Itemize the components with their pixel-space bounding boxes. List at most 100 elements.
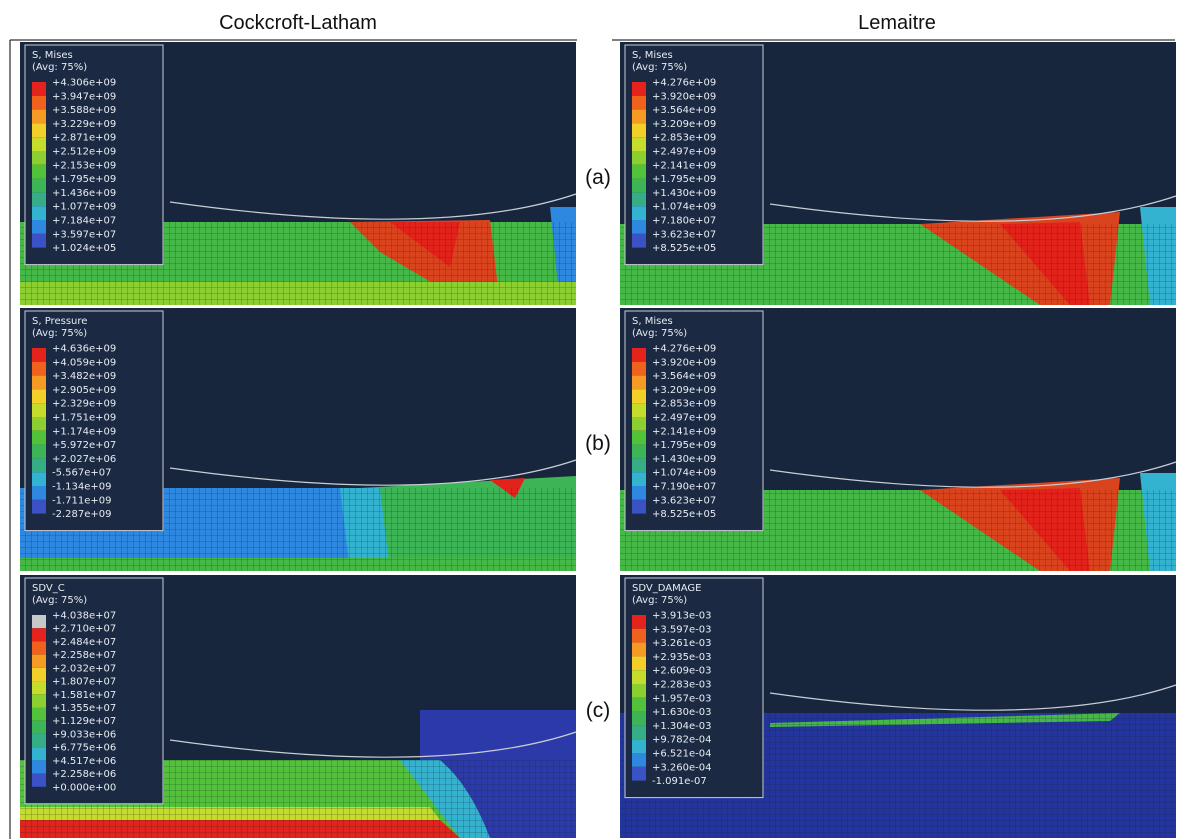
row-label: (c) (586, 699, 611, 722)
legend-swatch (32, 361, 46, 376)
legend-level: +7.190e+07 (652, 482, 716, 493)
legend-swatch (32, 654, 46, 668)
legend-swatch (632, 348, 646, 362)
legend-swatch (632, 151, 646, 165)
legend-level: +3.261e-03 (652, 638, 712, 649)
legend-level: +2.141e+09 (652, 426, 716, 437)
legend-swatch (32, 417, 46, 431)
legend-swatch (32, 720, 46, 734)
legend-swatch (632, 109, 646, 124)
legend-swatch (32, 123, 46, 138)
legend-swatch (32, 499, 46, 514)
legend-swatch (632, 642, 646, 657)
legend-level: +2.935e-03 (652, 652, 712, 663)
legend-swatch (632, 684, 646, 698)
legend-swatch (632, 628, 646, 643)
legend-level: +2.871e+09 (52, 133, 116, 144)
legend-swatch (632, 486, 646, 500)
legend-swatch (632, 178, 646, 193)
legend-level: +3.597e+07 (52, 229, 116, 240)
legend-level: +4.636e+09 (52, 344, 116, 355)
legend-level: +2.032e+07 (52, 663, 116, 674)
legend-avg: (Avg: 75%) (32, 328, 87, 339)
tool-arc (169, 731, 577, 758)
legend-level: +3.623e+07 (652, 229, 716, 240)
legend-level: +2.283e-03 (652, 680, 712, 691)
contour-panel: S, Mises(Avg: 75%) +4.306e+09 +3.947e+09 +3… (20, 42, 577, 305)
row-label: (b) (585, 432, 611, 455)
legend-level: +7.180e+07 (652, 216, 716, 227)
legend-swatch (32, 681, 46, 695)
legend-swatch (632, 472, 646, 486)
legend-level: +1.129e+07 (52, 716, 116, 727)
legend-swatch (32, 109, 46, 124)
legend-swatch (632, 458, 646, 473)
legend-swatch (632, 499, 646, 514)
legend-box (624, 577, 764, 799)
legend-level: +2.710e+07 (52, 624, 116, 635)
legend-swatch (632, 417, 646, 431)
legend-level: +4.517e+06 (52, 756, 116, 767)
legend-avg: (Avg: 75%) (632, 595, 687, 606)
legend-swatch (632, 725, 646, 740)
legend-level: +3.482e+09 (52, 371, 116, 382)
legend-level: +3.260e-04 (652, 762, 712, 773)
legend-level: +0.000e+00 (52, 782, 116, 793)
tool-arc (769, 684, 1177, 711)
legend-swatch (632, 206, 646, 220)
legend-swatch (32, 233, 46, 248)
legend-level: +3.229e+09 (52, 119, 116, 130)
legend-swatch (632, 430, 646, 445)
legend-level: +1.174e+09 (52, 426, 116, 437)
legend-swatch (32, 403, 46, 417)
legend-level: +2.512e+09 (52, 147, 116, 158)
contour-panel: SDV_DAMAGE(Avg: 75%) +3.913e-03 +3.597e-03… (620, 575, 1177, 838)
legend-swatch (32, 444, 46, 459)
legend-title: S, Mises (632, 50, 673, 61)
legend-title: SDV_DAMAGE (632, 583, 701, 594)
legend-swatch (632, 233, 646, 248)
contour-panel: SDV_C(Avg: 75%) +4.038e+07 +2.710e+07 +2.48… (20, 575, 577, 838)
legend-swatch (632, 711, 646, 726)
legend-swatch (632, 192, 646, 207)
legend-swatch (632, 739, 646, 753)
tool-arc (769, 195, 1177, 222)
legend-level: +1.630e-03 (652, 707, 712, 718)
legend-level: +8.525e+05 (652, 243, 716, 254)
legend-level: +4.276e+09 (652, 78, 716, 89)
legend-swatch (32, 389, 46, 404)
legend-level: +3.209e+09 (652, 119, 716, 130)
legend-level: +6.521e-04 (652, 749, 712, 760)
legend-swatch (632, 697, 646, 712)
legend-swatch (632, 670, 646, 684)
legend-level: +3.920e+09 (652, 357, 716, 368)
legend-level: +1.581e+07 (52, 690, 116, 701)
legend-level: +3.588e+09 (52, 105, 116, 116)
legend-level: +1.304e-03 (652, 721, 712, 732)
legend-box (624, 44, 764, 266)
legend-avg: (Avg: 75%) (632, 62, 687, 73)
legend-level: +2.329e+09 (52, 399, 116, 410)
tool-arc (169, 459, 577, 486)
legend-level: +3.564e+09 (652, 105, 716, 116)
legend-level: +7.184e+07 (52, 216, 116, 227)
legend-level: +3.947e+09 (52, 91, 116, 102)
contour-panel: S, Mises(Avg: 75%) +4.276e+09 +3.920e+09 +3… (620, 42, 1177, 305)
legend-swatch (32, 137, 46, 151)
legend-swatch (32, 458, 46, 473)
legend-swatch (32, 192, 46, 207)
contour-panel: S, Mises(Avg: 75%) +4.276e+09 +3.920e+09 +3… (620, 308, 1177, 571)
legend-level: +2.258e+07 (52, 650, 116, 661)
legend-level: +4.276e+09 (652, 344, 716, 355)
legend-level: +3.597e-03 (652, 624, 712, 635)
legend-level: +3.920e+09 (652, 91, 716, 102)
column-header: Lemaitre (858, 12, 936, 34)
legend-title: S, Mises (32, 50, 73, 61)
legend-level: +1.807e+07 (52, 677, 116, 688)
legend-swatch (632, 753, 646, 767)
legend-swatch (632, 82, 646, 96)
legend-swatch (632, 164, 646, 179)
legend-level: +4.059e+09 (52, 357, 116, 368)
legend-swatch (32, 615, 46, 629)
